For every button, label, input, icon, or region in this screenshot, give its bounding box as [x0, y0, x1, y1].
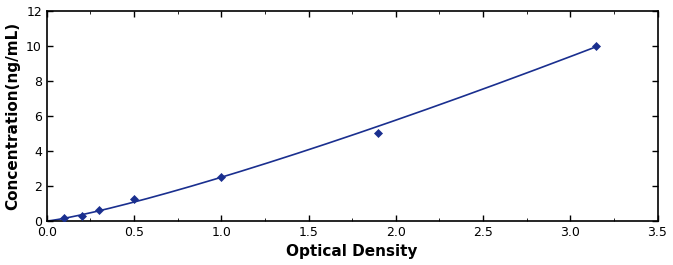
Y-axis label: Concentration(ng/mL): Concentration(ng/mL) — [5, 22, 21, 210]
X-axis label: Optical Density: Optical Density — [287, 244, 418, 259]
